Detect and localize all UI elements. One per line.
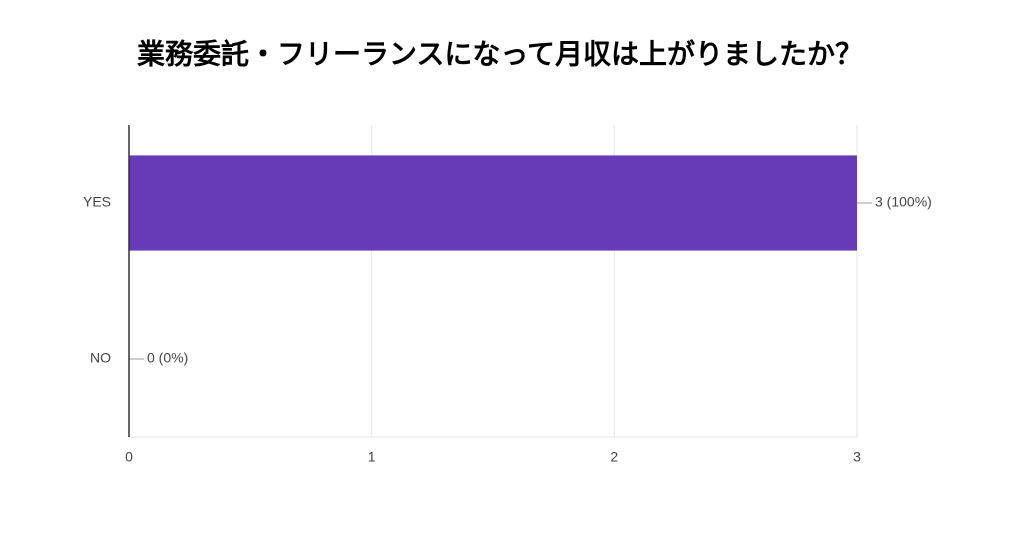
y-tick-label: NO bbox=[90, 350, 111, 366]
y-tick-label: YES bbox=[83, 194, 111, 210]
chart-title: 業務委託・フリーランスになって月収は上がりましたか？ bbox=[137, 37, 863, 69]
x-tick-label: 1 bbox=[368, 449, 376, 465]
x-tick-label: 2 bbox=[610, 449, 618, 465]
x-tick-label: 0 bbox=[125, 449, 133, 465]
value-label: 3 (100%) bbox=[875, 194, 932, 210]
value-label: 0 (0%) bbox=[147, 350, 188, 366]
bar bbox=[129, 155, 857, 251]
x-tick-label: 3 bbox=[853, 449, 861, 465]
